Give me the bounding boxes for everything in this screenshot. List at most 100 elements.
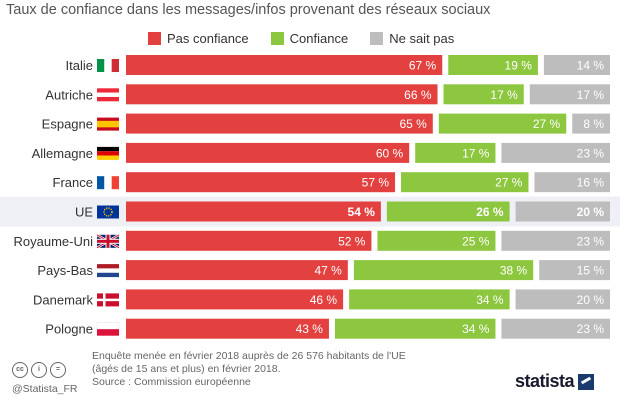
statista-logo: statista bbox=[515, 371, 595, 392]
bar-segment bbox=[438, 113, 567, 134]
flag-cross bbox=[97, 239, 119, 243]
category-label: France bbox=[53, 175, 93, 190]
data-label: 27 % bbox=[495, 176, 523, 190]
category-label: Autriche bbox=[45, 87, 93, 102]
flag-stripe bbox=[96, 322, 120, 330]
legend-swatch bbox=[270, 32, 284, 45]
legend: Pas confiance Confiance Ne sait pas bbox=[148, 31, 476, 46]
chart-title: Taux de confiance dans les messages/info… bbox=[6, 2, 491, 18]
data-label: 14 % bbox=[577, 59, 605, 73]
flag-stripe bbox=[97, 155, 119, 160]
bar-segment bbox=[126, 55, 443, 75]
category-label: Pays-Bas bbox=[37, 263, 93, 278]
data-label: 23 % bbox=[577, 146, 605, 160]
data-label: 17 % bbox=[490, 88, 518, 102]
data-label: 66 % bbox=[404, 88, 432, 102]
flag-stripe bbox=[97, 146, 119, 152]
bar-segment bbox=[443, 84, 524, 105]
logo-mark-icon bbox=[578, 373, 595, 390]
bar-segment bbox=[415, 142, 496, 163]
data-label: 60 % bbox=[376, 146, 404, 160]
bar-segment bbox=[501, 230, 610, 251]
data-label: 25 % bbox=[462, 234, 490, 248]
data-label: 57 % bbox=[362, 176, 390, 190]
category-label: Italie bbox=[66, 58, 93, 73]
bar-segment bbox=[543, 55, 610, 75]
license-icons: cc i = bbox=[12, 362, 69, 378]
equals-icon: = bbox=[50, 362, 66, 378]
data-label: 27 % bbox=[533, 117, 561, 131]
bar-segment bbox=[501, 142, 610, 163]
category-label: Royaume-Uni bbox=[14, 234, 94, 249]
bar-segment bbox=[126, 172, 396, 193]
legend-swatch bbox=[148, 32, 161, 45]
flag-stripe bbox=[97, 176, 105, 190]
footnote-line: Enquête menée en février 2018 auprès de … bbox=[92, 350, 406, 362]
bar-segment bbox=[334, 318, 496, 339]
legend-label: Ne sait pas bbox=[389, 31, 455, 46]
bar-segment bbox=[515, 289, 610, 310]
bar-segment bbox=[126, 113, 433, 134]
legend-label: Confiance bbox=[289, 31, 349, 46]
category-label: UE bbox=[75, 205, 93, 220]
data-label: 54 % bbox=[348, 205, 376, 219]
data-label: 15 % bbox=[577, 264, 605, 278]
flag-stripe bbox=[97, 151, 119, 156]
bar-segment bbox=[126, 318, 329, 339]
flag-stripe bbox=[97, 272, 119, 278]
data-label: 47 % bbox=[314, 264, 342, 278]
data-label: 8 % bbox=[583, 117, 604, 131]
data-label: 65 % bbox=[399, 117, 427, 131]
bar-segment bbox=[572, 113, 610, 134]
data-label: 20 % bbox=[577, 293, 605, 307]
data-label: 17 % bbox=[577, 88, 605, 102]
bar-segment bbox=[349, 289, 510, 310]
flag-stripe bbox=[104, 176, 112, 190]
bar-segment bbox=[534, 172, 610, 193]
bar-segment bbox=[377, 230, 496, 251]
data-label: 19 % bbox=[505, 59, 533, 73]
data-label: 52 % bbox=[338, 234, 366, 248]
flag-stripe bbox=[97, 88, 119, 93]
data-label: 23 % bbox=[577, 322, 605, 336]
flag-stripe bbox=[104, 59, 112, 72]
flag-stripe bbox=[97, 96, 119, 102]
by-icon: i bbox=[31, 362, 47, 378]
logo-text: statista bbox=[515, 371, 575, 391]
bar-chart: Italie 67 % 19 % 14 % Autriche 66 % 17 % 17 % Es… bbox=[0, 55, 620, 339]
bar-segment bbox=[126, 260, 348, 281]
legend-item-pas-confiance: Pas confiance bbox=[148, 31, 249, 46]
bar-segment bbox=[126, 84, 438, 105]
bar-segment bbox=[401, 172, 529, 193]
data-label: 34 % bbox=[462, 322, 490, 336]
bar-segment bbox=[126, 230, 372, 251]
data-label: 67 % bbox=[409, 59, 437, 73]
legend-item-confiance: Confiance bbox=[270, 31, 349, 46]
bar-segment bbox=[126, 289, 344, 310]
category-label: Allemagne bbox=[32, 146, 93, 161]
flag-stripe bbox=[97, 120, 119, 128]
footer-note: Enquête menée en février 2018 auprès de … bbox=[92, 350, 406, 389]
bar-segment bbox=[501, 318, 610, 339]
bar-segment bbox=[126, 142, 410, 163]
bar-segment bbox=[126, 201, 381, 222]
cc-icon: cc bbox=[12, 362, 28, 378]
data-label: 34 % bbox=[476, 293, 504, 307]
bar-segment bbox=[539, 260, 610, 281]
twitter-handle: @Statista_FR bbox=[12, 383, 78, 395]
flag-stripe bbox=[111, 59, 119, 72]
bar-segment bbox=[353, 260, 534, 281]
bar-segment bbox=[515, 201, 610, 222]
data-label: 43 % bbox=[296, 322, 324, 336]
bar-segment bbox=[529, 84, 610, 105]
legend-swatch bbox=[370, 32, 384, 45]
flag-stripe bbox=[97, 268, 119, 273]
flag-field bbox=[97, 205, 119, 219]
footnote-line: (âgés de 15 ans et plus) en février 2018… bbox=[92, 363, 281, 375]
data-label: 23 % bbox=[577, 234, 605, 248]
data-label: 17 % bbox=[462, 146, 490, 160]
category-label: Danemark bbox=[33, 292, 93, 307]
flag-stripe bbox=[97, 264, 119, 269]
flag-cross bbox=[97, 298, 119, 302]
flag-stripe bbox=[111, 176, 119, 190]
